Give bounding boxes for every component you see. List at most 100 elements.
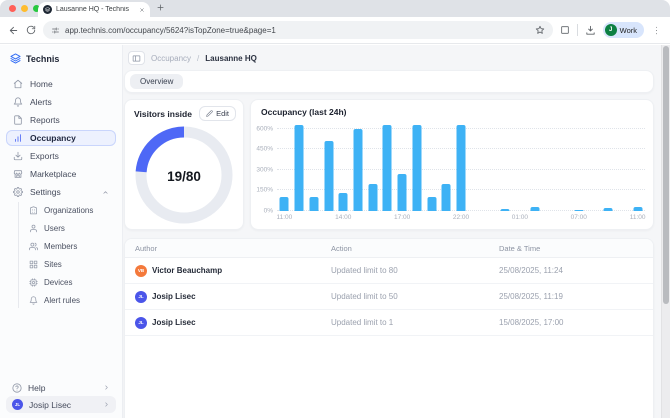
bar <box>530 207 539 211</box>
main-content: Occupancy / Lausanne HQ Overview Visitor… <box>123 45 670 418</box>
action-cell: Updated limit to 80 <box>331 266 499 275</box>
visitors-card-title: Visitors inside <box>134 109 192 119</box>
users-icon <box>29 242 38 251</box>
store-icon <box>13 169 23 179</box>
x-axis-tick-label: 07:00 <box>571 214 587 221</box>
bar <box>324 141 333 211</box>
building-icon <box>29 206 38 215</box>
sidebar-item-exports[interactable]: Exports <box>6 148 116 164</box>
x-axis-tick-label: 11:00 <box>276 214 292 221</box>
browser-tab-title: Lausanne HQ - Technis <box>56 6 135 13</box>
close-tab-icon[interactable] <box>139 7 145 13</box>
close-window-button[interactable] <box>9 5 16 12</box>
edit-limit-button[interactable]: Edit <box>199 106 236 121</box>
sidebar-subitem-alert-rules[interactable]: Alert rules <box>24 292 116 308</box>
sidebar-subitem-organizations[interactable]: Organizations <box>24 202 116 218</box>
window-controls[interactable] <box>9 5 40 12</box>
browser-menu-kebab-icon[interactable] <box>651 25 662 36</box>
author-avatar: JL <box>135 317 147 329</box>
sidebar-subitem-label: Members <box>44 242 111 251</box>
browser-tab[interactable]: Lausanne HQ - Technis <box>38 2 150 17</box>
toolbar-divider <box>577 24 578 36</box>
address-bar[interactable]: app.technis.com/occupancy/5624?isTopZone… <box>43 21 553 39</box>
scrollbar-thumb[interactable] <box>663 46 669 304</box>
page-tabs: Overview <box>124 70 654 93</box>
app-root: Technis Home Alerts Reports Occupancy Export… <box>0 45 670 418</box>
bar <box>412 125 421 211</box>
sidebar-toggle-icon[interactable] <box>128 51 145 65</box>
y-axis-tick-label: 150% <box>256 187 273 194</box>
table-row[interactable]: VBVictor BeauchampUpdated limit to 8025/… <box>125 258 653 284</box>
back-icon[interactable] <box>8 25 19 36</box>
table-row[interactable]: JLJosip LisecUpdated limit to 115/08/202… <box>125 310 653 336</box>
minimize-window-button[interactable] <box>21 5 28 12</box>
sidebar-item-settings[interactable]: Settings <box>6 184 116 200</box>
bar <box>427 197 436 211</box>
author-name: Josip Lisec <box>152 292 196 301</box>
x-axis-tick-label: 14:00 <box>335 214 351 221</box>
author-cell: JLJosip Lisec <box>135 317 331 329</box>
sidebar-item-occupancy[interactable]: Occupancy <box>6 130 116 146</box>
sidebar-subitem-devices[interactable]: Devices <box>24 274 116 290</box>
tab-overview[interactable]: Overview <box>130 74 183 89</box>
table-row[interactable]: JLJosip LisecUpdated limit to 5025/08/20… <box>125 284 653 310</box>
breadcrumb-separator: / <box>197 54 199 63</box>
audit-log-table: Author Action Date & Time VBVictor Beauc… <box>124 238 654 418</box>
brand[interactable]: Technis <box>0 45 122 66</box>
action-cell: Updated limit to 50 <box>331 292 499 301</box>
y-axis-tick-label: 600% <box>256 125 273 132</box>
bar <box>309 197 318 211</box>
x-axis-tick-label: 11:00 <box>630 214 646 221</box>
sidebar-item-label: Home <box>30 79 109 89</box>
bar <box>280 197 289 211</box>
sidebar-item-label: Marketplace <box>30 169 109 179</box>
breadcrumb-section[interactable]: Occupancy <box>151 54 191 63</box>
sidebar-subitem-users[interactable]: Users <box>24 220 116 236</box>
column-header-author: Author <box>135 244 331 253</box>
sidebar-subitem-label: Users <box>44 224 111 233</box>
breadcrumb-page: Lausanne HQ <box>205 54 257 63</box>
sidebar-subitem-label: Organizations <box>44 206 111 215</box>
help-label: Help <box>28 383 97 393</box>
chart-title: Occupancy (last 24h) <box>251 100 653 117</box>
sidebar-subitem-sites[interactable]: Sites <box>24 256 116 272</box>
refresh-icon[interactable] <box>26 25 36 35</box>
datetime-cell: 25/08/2025, 11:24 <box>499 266 643 275</box>
bar <box>501 209 510 211</box>
bar <box>442 184 451 211</box>
sidebar-user-menu[interactable]: JL Josip Lisec <box>6 396 116 413</box>
y-axis-tick-label: 450% <box>256 146 273 153</box>
bookmark-star-icon[interactable] <box>535 25 545 35</box>
file-icon <box>13 115 23 125</box>
bar <box>383 125 392 211</box>
sidebar-item-reports[interactable]: Reports <box>6 112 116 128</box>
sidebar-item-home[interactable]: Home <box>6 76 116 92</box>
sidebar-item-alerts[interactable]: Alerts <box>6 94 116 110</box>
extensions-icon[interactable] <box>560 25 570 35</box>
author-name: Victor Beauchamp <box>152 266 222 275</box>
url-text[interactable]: app.technis.com/occupancy/5624?isTopZone… <box>65 26 530 35</box>
browser-profile-chip[interactable]: J Work <box>603 22 644 38</box>
cpu-icon <box>29 278 38 287</box>
user-avatar: JL <box>12 399 23 410</box>
sidebar-item-help[interactable]: Help <box>6 379 116 396</box>
grid-icon <box>29 260 38 269</box>
sidebar-item-label: Occupancy <box>30 133 109 143</box>
new-tab-button[interactable] <box>156 3 165 12</box>
bar-chart-plot: 0%150%300%450%600%11:0014:0017:0022:0001… <box>277 122 645 211</box>
page-scrollbar[interactable] <box>661 45 670 418</box>
sidebar-item-marketplace[interactable]: Marketplace <box>6 166 116 182</box>
sidebar-subitem-label: Devices <box>44 278 111 287</box>
action-cell: Updated limit to 1 <box>331 318 499 327</box>
site-settings-icon[interactable] <box>51 26 60 35</box>
sidebar-item-label: Reports <box>30 115 109 125</box>
x-axis-tick-label: 17:00 <box>394 214 410 221</box>
chevron-right-icon <box>103 401 110 408</box>
help-icon <box>12 383 22 393</box>
download-icon[interactable] <box>585 25 596 36</box>
sidebar-subitem-members[interactable]: Members <box>24 238 116 254</box>
column-header-datetime: Date & Time <box>499 244 643 253</box>
bell-icon <box>29 296 38 305</box>
technis-favicon-icon <box>43 5 52 14</box>
sidebar-item-label: Exports <box>30 151 109 161</box>
